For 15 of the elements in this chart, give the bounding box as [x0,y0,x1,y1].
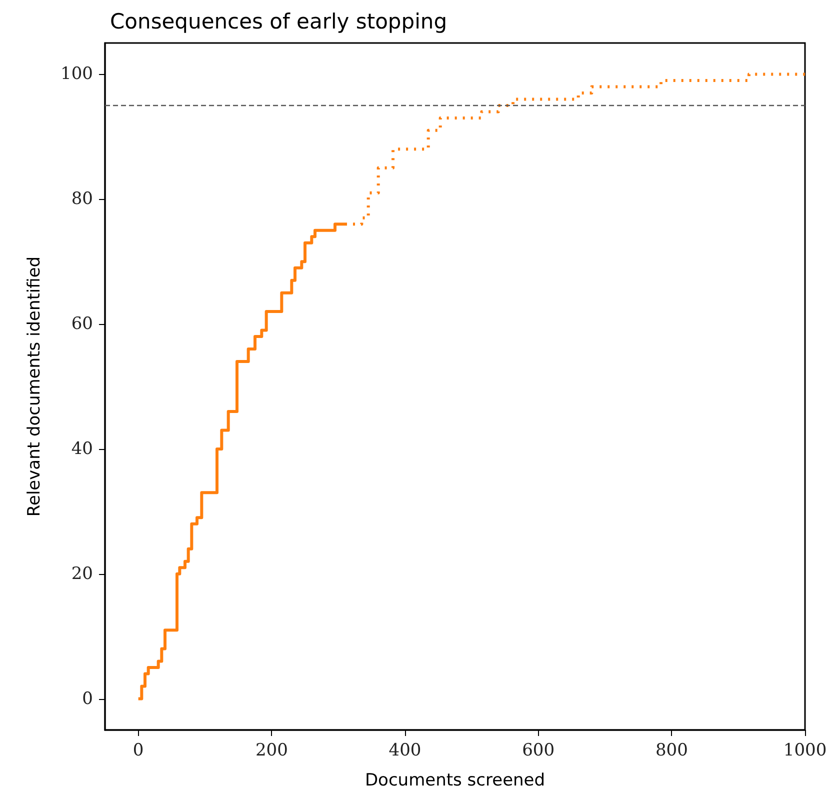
x-tick-label: 600 [522,740,555,760]
y-tick-label: 0 [82,688,93,709]
x-axis-title: Documents screened [364,770,546,790]
y-tick-label: 100 [60,64,93,84]
x-tick-label: 400 [388,740,422,760]
x-tick-label: 200 [255,740,288,760]
x-tick-label: 0 [132,740,144,760]
x-tick-label: 800 [655,740,688,760]
y-tick-label: 80 [71,189,93,210]
y-tick-label: 40 [71,438,93,459]
x-tick-label: 1000 [783,740,827,760]
y-tick-label: 60 [71,314,93,334]
y-tick-label: 20 [71,564,93,584]
y-axis-title: Relevant documents identified [24,256,44,517]
chart-title: Consequences of early stopping [110,10,448,34]
